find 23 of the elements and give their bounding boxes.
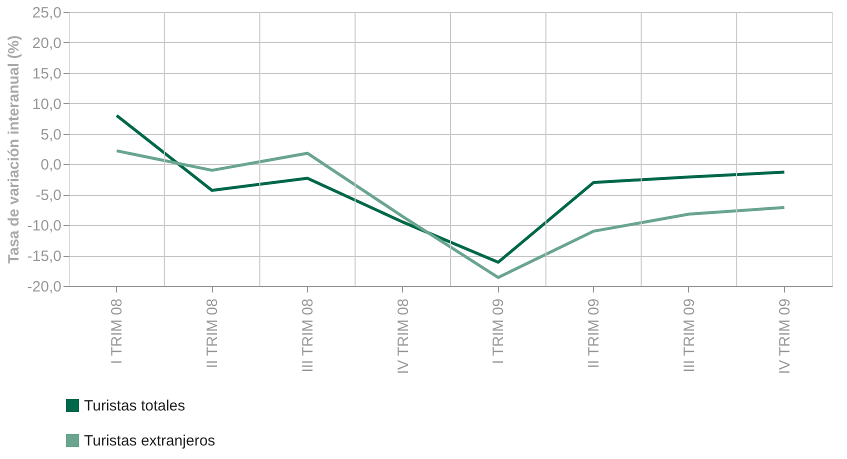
- line-series: [115, 114, 786, 264]
- y-tick-label: 0,0: [40, 156, 62, 174]
- x-tick-label: IV TRIM 08: [394, 298, 412, 374]
- y-tick-label: 15,0: [32, 65, 62, 82]
- line-series: [115, 149, 786, 279]
- y-tick-label: -15,0: [27, 248, 62, 266]
- y-tick-label: 10,0: [32, 96, 62, 113]
- y-tick-label: 25,0: [32, 4, 62, 22]
- x-tick-label: III TRIM 09: [680, 298, 698, 372]
- x-tick-label: I TRIM 09: [490, 298, 508, 364]
- y-tick-label: -5,0: [36, 187, 62, 204]
- x-tick-label: II TRIM 08: [204, 298, 222, 368]
- x-tick-label: II TRIM 09: [586, 298, 603, 368]
- y-tick-label: -20,0: [27, 278, 62, 296]
- x-tick-label: IV TRIM 09: [776, 298, 794, 374]
- x-tick-label: I TRIM 08: [108, 298, 126, 364]
- y-tick-label: -10,0: [27, 218, 62, 235]
- legend-label: Turistas totales: [84, 398, 186, 414]
- y-tick-label: 20,0: [32, 34, 62, 52]
- y-tick-label: 5,0: [40, 126, 62, 144]
- x-tick-label: III TRIM 08: [299, 298, 316, 372]
- legend-label: Turistas extranjeros: [84, 432, 216, 450]
- y-axis-title: Tasa de variación interanual (%): [5, 35, 22, 264]
